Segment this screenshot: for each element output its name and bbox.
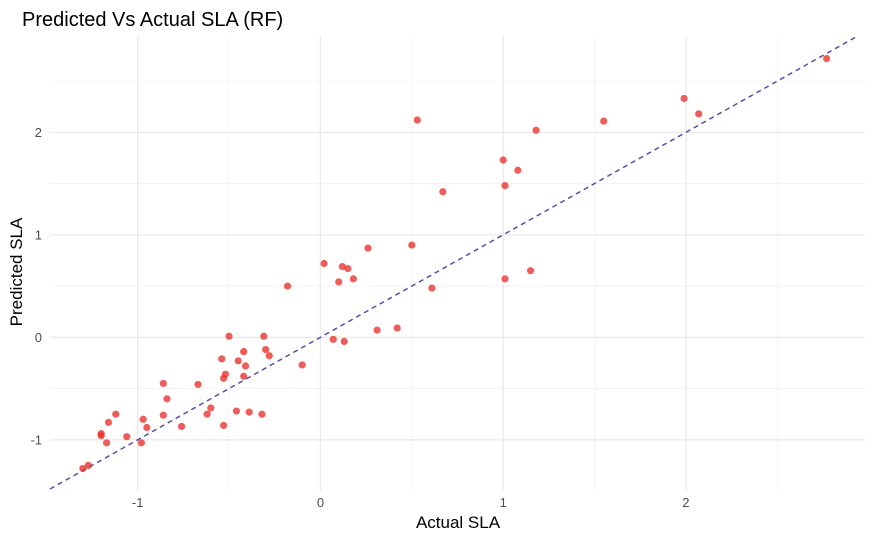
data-point — [207, 404, 215, 412]
y-tick-label: 1 — [35, 227, 42, 242]
data-point — [823, 54, 831, 63]
y-axis-title: Predicted SLA — [7, 217, 26, 326]
data-point — [340, 337, 348, 345]
data-point — [159, 411, 167, 419]
y-tick-label: 2 — [35, 125, 42, 140]
data-point — [344, 265, 352, 273]
data-point — [221, 370, 230, 378]
data-point — [163, 395, 171, 403]
data-point — [84, 461, 92, 470]
data-point — [143, 423, 151, 432]
data-point — [265, 352, 273, 360]
data-point — [393, 324, 401, 332]
reference-line — [49, 35, 859, 490]
data-point — [298, 361, 306, 369]
data-point — [283, 282, 292, 290]
data-point — [514, 166, 522, 174]
data-point — [103, 439, 111, 447]
data-point — [349, 275, 357, 283]
data-point — [262, 345, 270, 354]
data-point — [203, 410, 211, 418]
data-point — [499, 156, 507, 164]
data-point — [680, 94, 688, 103]
data-point — [258, 410, 266, 418]
data-point — [112, 410, 120, 418]
data-point — [159, 379, 167, 388]
data-point — [260, 332, 268, 340]
data-point — [245, 408, 253, 416]
data-point — [338, 262, 346, 271]
data-point — [320, 259, 328, 268]
data-point — [240, 372, 248, 380]
data-point — [79, 464, 87, 473]
data-point — [408, 241, 416, 249]
x-tick-label: -1 — [132, 495, 144, 510]
x-tick-label: 1 — [500, 495, 507, 510]
data-point — [97, 432, 105, 440]
data-point — [501, 275, 509, 283]
data-point — [532, 126, 540, 134]
data-point — [123, 433, 131, 441]
data-point — [364, 244, 372, 252]
data-point — [177, 422, 186, 431]
data-point — [335, 278, 343, 286]
grid — [50, 36, 865, 490]
x-tick-label: 2 — [682, 495, 689, 510]
y-tick-label: -1 — [30, 432, 42, 447]
data-point — [234, 357, 242, 365]
data-point — [104, 418, 113, 426]
y-tick-label: 0 — [35, 330, 42, 345]
data-point — [219, 421, 228, 430]
data-point — [526, 267, 535, 275]
data-point — [501, 182, 509, 190]
data-point — [695, 110, 703, 118]
data-point — [232, 407, 240, 415]
data-point — [240, 348, 248, 356]
data-point — [439, 188, 447, 196]
data-point — [218, 355, 226, 363]
data-point — [137, 439, 145, 447]
chart-title: Predicted Vs Actual SLA (RF) — [22, 9, 283, 31]
tick-labels: -1 0 1 2 -1 0 1 2 — [30, 125, 689, 510]
data-point — [373, 326, 381, 334]
data-point — [225, 332, 233, 340]
data-point — [329, 335, 337, 343]
data-point — [139, 415, 147, 423]
x-axis-title: Actual SLA — [416, 513, 501, 532]
data-point — [413, 116, 421, 124]
data-point — [600, 117, 608, 125]
x-tick-label: 0 — [317, 495, 324, 510]
points — [79, 54, 831, 473]
data-point — [428, 284, 436, 292]
data-point — [194, 380, 202, 389]
data-point — [241, 362, 250, 370]
